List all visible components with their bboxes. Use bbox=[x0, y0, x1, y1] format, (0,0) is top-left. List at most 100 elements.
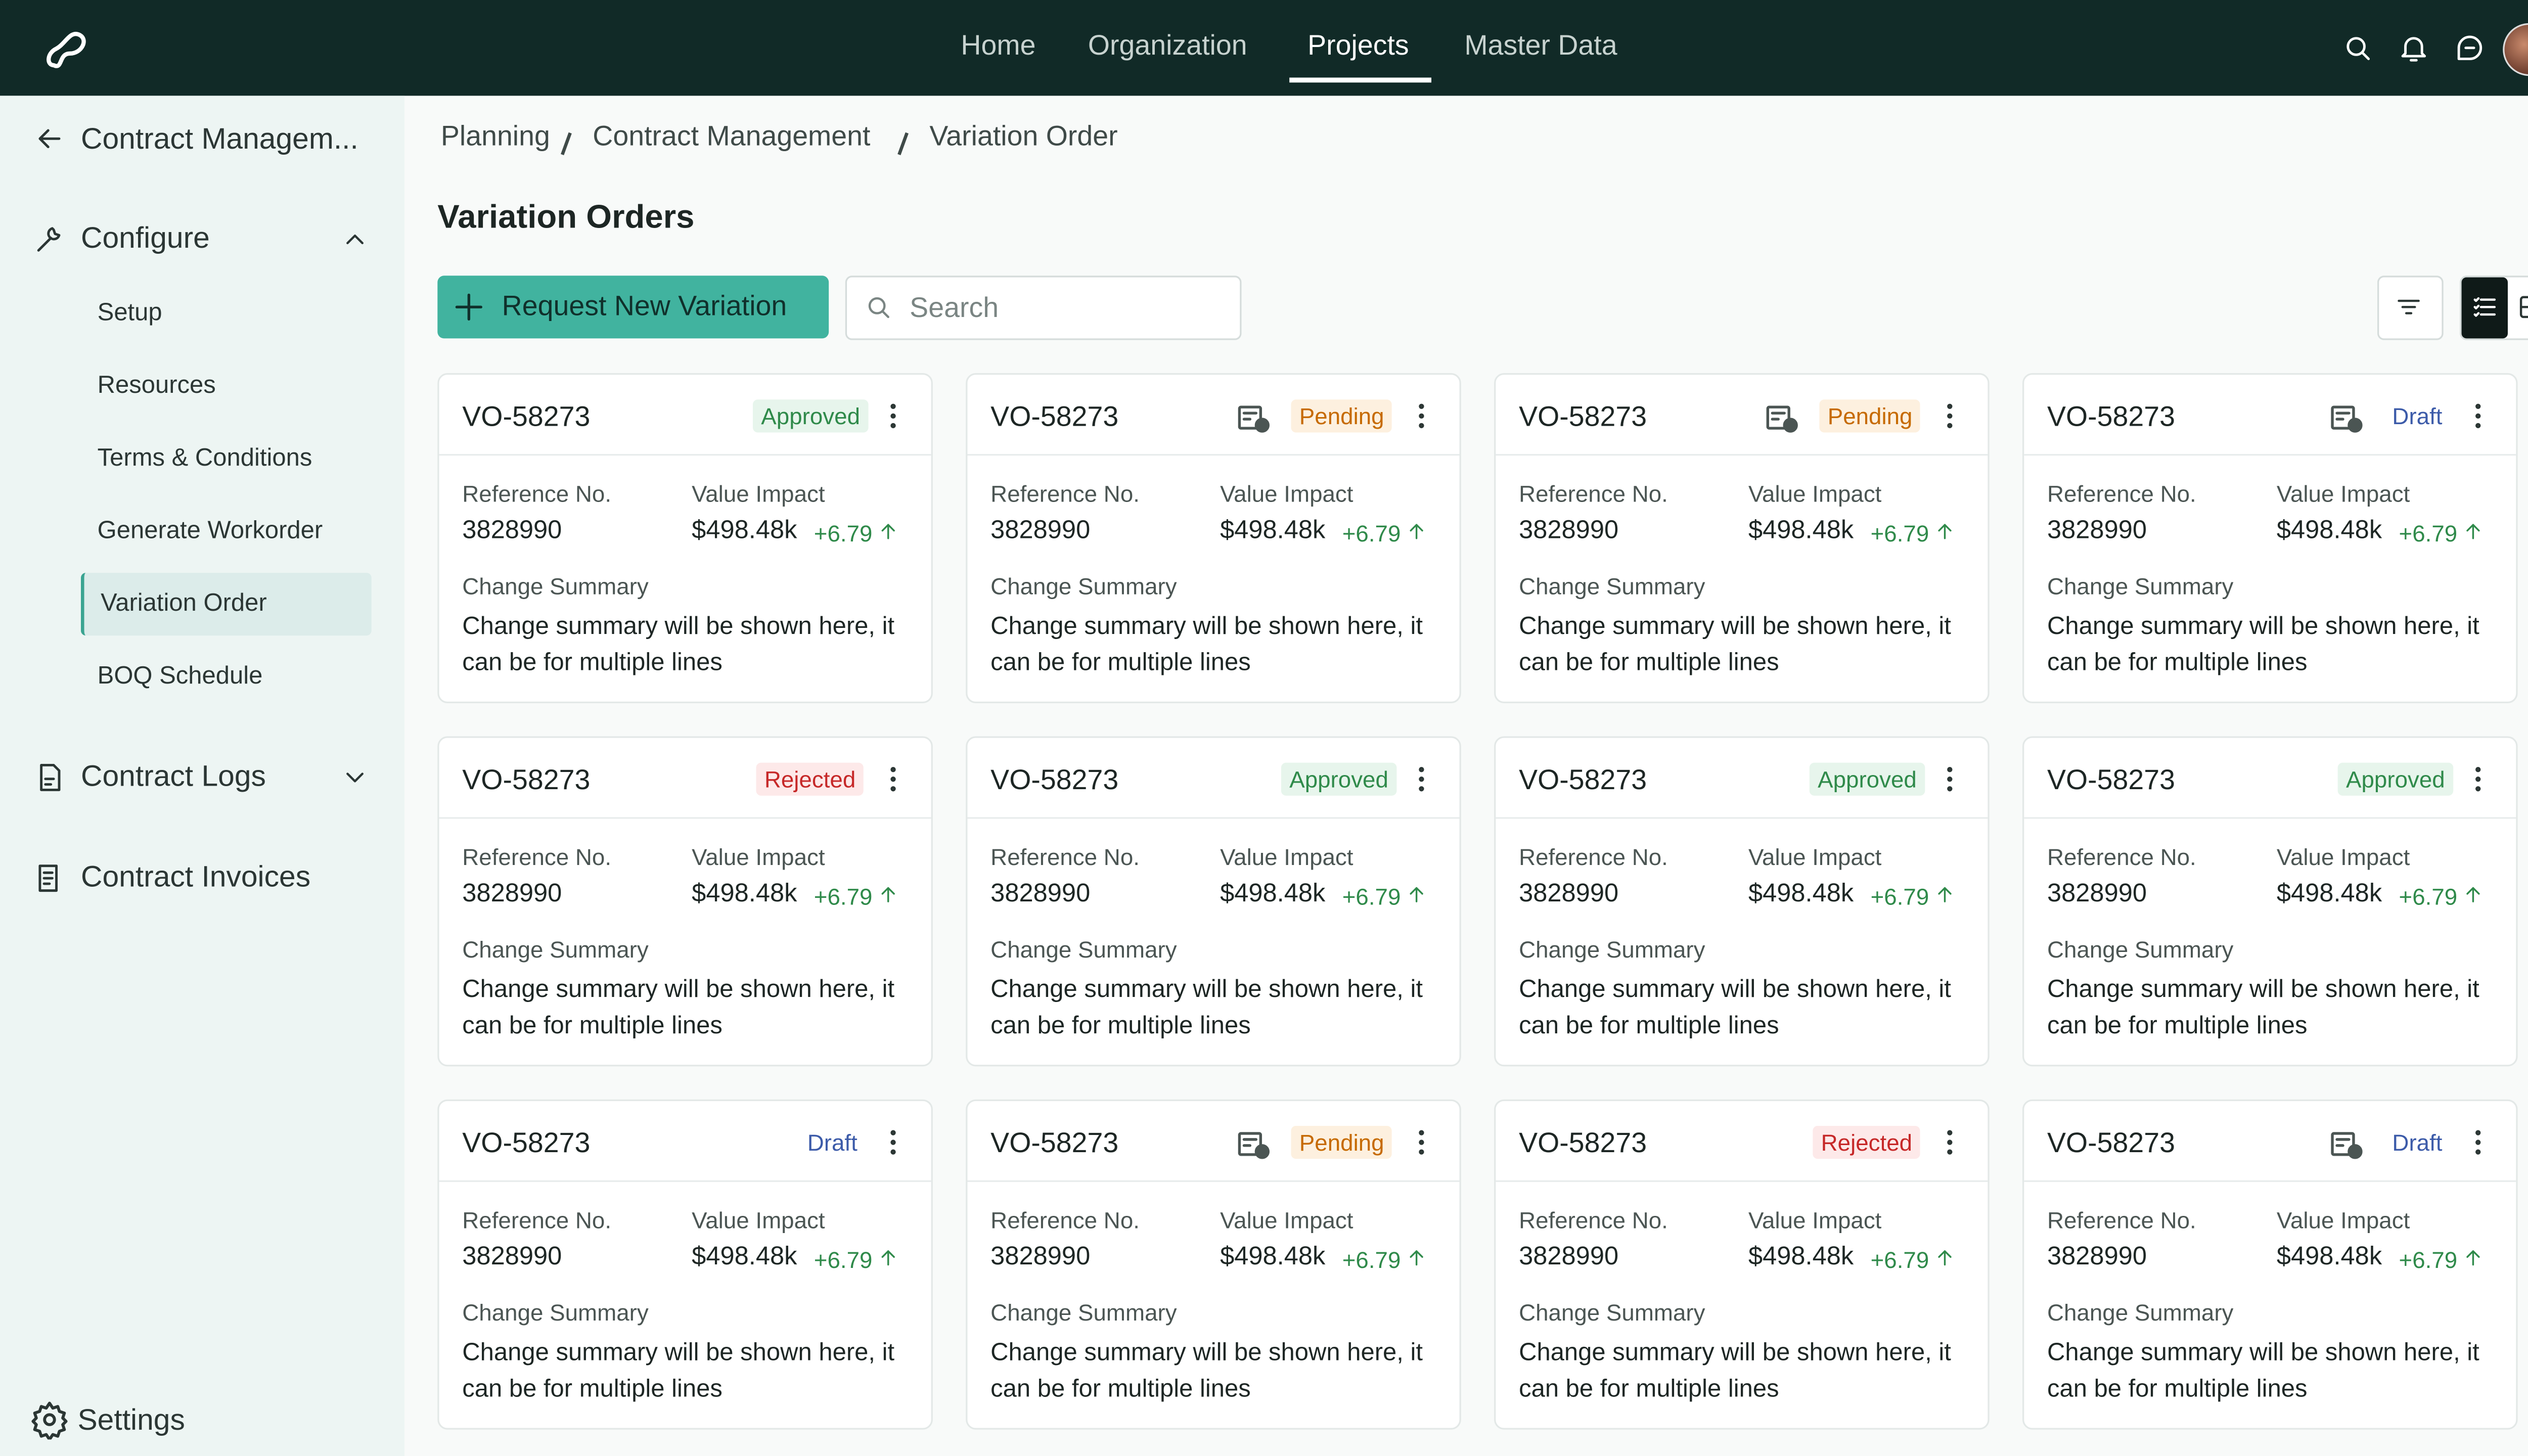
value-impact: $498.48k bbox=[2276, 517, 2382, 545]
value-delta: +6.79 bbox=[814, 520, 873, 547]
vo-id: VO-58273 bbox=[1519, 401, 1647, 433]
top-bar: Home Organization Projects Master Data bbox=[0, 0, 2528, 96]
vo-card[interactable]: VO-58273 Approved Reference No. 3828990 Valu… bbox=[2022, 736, 2518, 1067]
label: Change Summary bbox=[2047, 1299, 2234, 1326]
label: Value Impact bbox=[2276, 480, 2410, 507]
icon-button[interactable] bbox=[2341, 31, 2374, 73]
status-badge: Pending bbox=[1291, 399, 1392, 433]
more-menu[interactable] bbox=[1405, 1126, 1438, 1167]
more-menu[interactable] bbox=[1933, 1126, 1966, 1167]
label: Change Summary bbox=[1519, 936, 1705, 963]
view-toggle[interactable] bbox=[2460, 276, 2528, 340]
vo-id: VO-58273 bbox=[2047, 401, 2176, 433]
status-badge: Pending bbox=[1819, 399, 1921, 433]
section-logs[interactable]: Contract Logs bbox=[81, 759, 266, 793]
label: Reference No. bbox=[462, 480, 612, 507]
breadcrumb-item[interactable]: Planning bbox=[440, 120, 550, 152]
more-menu[interactable] bbox=[1405, 763, 1438, 804]
vo-id: VO-58273 bbox=[1519, 1127, 1647, 1159]
label: Change Summary bbox=[2047, 936, 2234, 963]
section-configure[interactable]: Configure bbox=[81, 221, 210, 254]
vo-card[interactable]: VO-58273 Rejected Reference No. 3828990 Valu… bbox=[437, 736, 933, 1067]
primary-button[interactable]: Request New Variation bbox=[437, 276, 829, 339]
vo-card[interactable]: VO-58273 Approved Reference No. 3828990 Valu… bbox=[966, 736, 1461, 1067]
sidebar-item[interactable]: Setup bbox=[97, 299, 162, 327]
vo-id: VO-58273 bbox=[462, 1127, 591, 1159]
value-delta: +6.79 bbox=[814, 883, 873, 910]
breadcrumb-item[interactable]: Contract Management bbox=[593, 120, 871, 152]
value-impact: $498.48k bbox=[2276, 1243, 2382, 1271]
invoices-icon bbox=[33, 861, 66, 903]
logo[interactable] bbox=[39, 23, 96, 87]
up-arrow bbox=[1405, 1246, 1428, 1278]
sidebar: Contract Managem... Configure Setup Resourc… bbox=[0, 96, 405, 1456]
up-arrow bbox=[1933, 1246, 1957, 1278]
reference-number: 3828990 bbox=[1519, 880, 1619, 908]
search-input[interactable]: Search bbox=[845, 276, 1242, 340]
nav-item[interactable]: Organization bbox=[1088, 29, 1247, 61]
up-arrow bbox=[1405, 520, 1428, 552]
nav-item[interactable]: Projects bbox=[1307, 29, 1409, 61]
document-icon bbox=[1235, 1126, 1271, 1170]
value-delta: +6.79 bbox=[1342, 1246, 1401, 1273]
avatar[interactable] bbox=[2503, 23, 2528, 76]
chevron[interactable] bbox=[340, 224, 370, 262]
more-menu[interactable] bbox=[1405, 399, 1438, 441]
status-badge: Draft bbox=[2392, 1129, 2443, 1156]
sidebar-item[interactable]: Resources bbox=[97, 371, 216, 400]
more-menu[interactable] bbox=[2462, 1126, 2495, 1167]
vo-card[interactable]: VO-58273 Draft Reference No. 3828990 Value I… bbox=[437, 1099, 933, 1430]
more-menu[interactable] bbox=[1933, 399, 1966, 441]
up-arrow bbox=[2462, 1246, 2485, 1278]
vo-card[interactable]: VO-58273 Pending Reference No. 3828990 Value… bbox=[966, 1099, 1461, 1430]
reference-number: 3828990 bbox=[2047, 880, 2147, 908]
status-badge: Approved bbox=[1809, 762, 1925, 796]
vo-id: VO-58273 bbox=[990, 764, 1119, 796]
filter-button[interactable] bbox=[2377, 276, 2444, 340]
back-link[interactable]: Contract Managem... bbox=[81, 122, 358, 155]
sidebar-item[interactable]: Generate Workorder bbox=[97, 517, 323, 545]
label: Change Summary bbox=[990, 573, 1177, 600]
label: Reference No. bbox=[462, 1206, 612, 1234]
value-impact: $498.48k bbox=[1748, 880, 1854, 908]
sidebar-item[interactable]: BOQ Schedule bbox=[97, 662, 263, 690]
label: Reference No. bbox=[1519, 1206, 1668, 1234]
sidebar-item[interactable]: Terms & Conditions bbox=[97, 444, 312, 472]
settings-link[interactable]: Settings bbox=[77, 1403, 185, 1436]
more-menu[interactable] bbox=[877, 1126, 910, 1167]
status-badge: Rejected bbox=[756, 762, 864, 796]
label: Value Impact bbox=[2276, 1206, 2410, 1234]
more-menu[interactable] bbox=[1933, 763, 1966, 804]
divider bbox=[967, 453, 1460, 456]
icon-button[interactable] bbox=[2453, 31, 2486, 73]
vo-card[interactable]: VO-58273 Draft Reference No. 3828990 Value I… bbox=[2022, 373, 2518, 704]
chevron[interactable] bbox=[340, 763, 370, 801]
more-menu[interactable] bbox=[877, 763, 910, 804]
status-badge: Draft bbox=[2392, 402, 2443, 429]
change-summary: Change summary will be shown here, it ca… bbox=[990, 1339, 1423, 1403]
sidebar-item[interactable]: Variation Order bbox=[81, 573, 372, 636]
vo-card[interactable]: VO-58273 Draft Reference No. 3828990 Value I… bbox=[2022, 1099, 2518, 1430]
section-invoices[interactable]: Contract Invoices bbox=[81, 860, 311, 893]
divider bbox=[1496, 817, 1988, 819]
icon-button[interactable] bbox=[2397, 31, 2430, 73]
label: Change Summary bbox=[462, 573, 649, 600]
status-badge: Pending bbox=[1291, 1125, 1392, 1159]
vo-card[interactable]: VO-58273 Approved Reference No. 3828990 Valu… bbox=[1494, 736, 1990, 1067]
vo-card[interactable]: VO-58273 Pending Reference No. 3828990 Value… bbox=[966, 373, 1461, 704]
back-icon[interactable] bbox=[33, 122, 66, 164]
nav-item[interactable]: Home bbox=[961, 29, 1036, 61]
change-summary: Change summary will be shown here, it ca… bbox=[462, 612, 895, 677]
vo-id: VO-58273 bbox=[2047, 764, 2176, 796]
vo-card[interactable]: VO-58273 Pending Reference No. 3828990 Value… bbox=[1494, 373, 1990, 704]
vo-card[interactable]: VO-58273 Approved Reference No. 3828990 Valu… bbox=[437, 373, 933, 704]
change-summary: Change summary will be shown here, it ca… bbox=[2047, 1339, 2479, 1403]
nav-item[interactable]: Master Data bbox=[1464, 29, 1617, 61]
reference-number: 3828990 bbox=[990, 517, 1091, 545]
more-menu[interactable] bbox=[877, 399, 910, 441]
value-delta: +6.79 bbox=[1870, 883, 1929, 910]
vo-card[interactable]: VO-58273 Rejected Reference No. 3828990 Valu… bbox=[1494, 1099, 1990, 1430]
label: Reference No. bbox=[990, 1206, 1140, 1234]
more-menu[interactable] bbox=[2462, 399, 2495, 441]
more-menu[interactable] bbox=[2462, 763, 2495, 804]
